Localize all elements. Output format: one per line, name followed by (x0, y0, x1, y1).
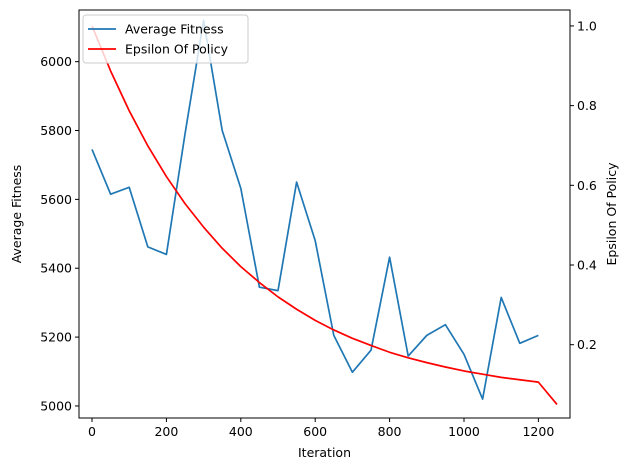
y-axis-right-label: Epsilon Of Policy (604, 162, 619, 266)
y-left-tick-label: 5000 (40, 398, 72, 413)
x-tick-label: 600 (303, 424, 327, 439)
y-right-tick-label: 0.2 (577, 337, 597, 352)
y-left-tick-label: 5600 (40, 192, 72, 207)
series-line-average-fitness (91, 19, 539, 400)
series-layer (91, 19, 558, 405)
y-left-tick-label: 6000 (40, 54, 72, 69)
x-tick-label: 1200 (522, 424, 554, 439)
y-left-tick-label: 5800 (40, 123, 72, 138)
legend-label-average-fitness: Average Fitness (125, 22, 224, 37)
legend-label-epsilon-of-policy: Epsilon Of Policy (125, 42, 229, 57)
y-left-tick-label: 5200 (40, 330, 72, 345)
plot-background (79, 10, 570, 418)
x-tick-label: 1000 (448, 424, 480, 439)
axes-layer: 0 200 400 600 800 1000 1200 5000 5200 5400 5600 580… (40, 9, 597, 439)
y-left-tick-label: 5400 (40, 261, 72, 276)
plot-frame (78, 9, 571, 419)
series-line-epsilon-of-policy (91, 25, 558, 405)
legend-box (82, 14, 249, 64)
y-right-tick-label: 0.8 (577, 98, 597, 113)
x-tick-label: 0 (88, 424, 96, 439)
y-right-tick-label: 0.6 (577, 178, 597, 193)
y-right-tick-label: 0.4 (577, 258, 597, 273)
x-tick-label: 400 (229, 424, 253, 439)
x-tick-label: 200 (154, 424, 178, 439)
x-tick-label: 800 (378, 424, 402, 439)
legend: Average Fitness Epsilon Of Policy (82, 14, 249, 64)
y-right-tick-label: 1.0 (577, 18, 597, 33)
x-axis-label: Iteration (298, 445, 351, 460)
y-axis-left-label: Average Fitness (9, 165, 24, 264)
